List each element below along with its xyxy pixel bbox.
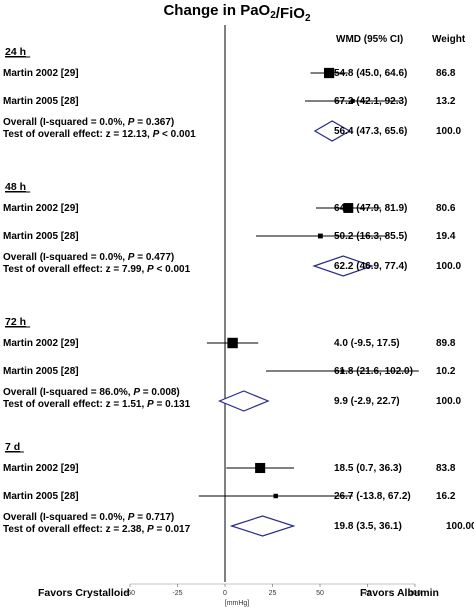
study-label: Martin 2005 [28] (3, 366, 79, 377)
x-tick-label: 100 (409, 590, 421, 597)
study-weight: 16.2 (436, 491, 456, 502)
study-ci-value: 61.8 (21.6, 102.0) (334, 366, 413, 377)
study-ci-value: 67.2 (42.1, 92.3) (334, 96, 407, 107)
overall-diamond (217, 390, 270, 412)
group-label: 48 h (5, 181, 26, 193)
x-axis-label: [mmHg] (225, 600, 250, 607)
overall-label: Overall (I-squared = 0.0%, P = 0.477) (3, 252, 174, 263)
overall-weight: 100.00 (446, 521, 474, 532)
study-marker (273, 493, 278, 499)
overall-label: Overall (I-squared = 86.0%, P = 0.008) (3, 387, 180, 398)
favors-left-label: Favors Crystalloid (38, 587, 130, 599)
study-weight: 89.8 (436, 338, 456, 349)
column-header-weight: Weight (432, 34, 466, 45)
group-label: 72 h (5, 316, 26, 328)
test-overall-effect: Test of overall effect: z = 2.38, P = 0.… (3, 524, 191, 535)
overall-diamond (229, 515, 296, 537)
overall-diamond (313, 120, 351, 142)
study-weight: 13.2 (436, 96, 456, 107)
group-label: 24 h (5, 46, 26, 58)
favors-right-label: Favors Albumin (360, 587, 439, 599)
x-tick-label: -50 (125, 590, 135, 597)
study-weight: 19.4 (436, 231, 456, 242)
study-marker (340, 369, 345, 373)
x-tick-label: -25 (172, 590, 182, 597)
study-ci-value: 64.9 (47.9, 81.9) (334, 203, 407, 214)
study-label: Martin 2002 [29] (3, 203, 79, 214)
overall-ci-value: 9.9 (-2.9, 22.7) (334, 396, 400, 407)
x-tick-label: 0 (223, 590, 227, 597)
overall-ci-value: 62.2 (46.9, 77.4) (334, 261, 407, 272)
study-marker (227, 337, 238, 349)
study-ci-value: 50.2 (16.3, 85.5) (334, 231, 407, 242)
x-tick-label: 25 (269, 590, 277, 597)
column-header-wmd: WMD (95% CI) (336, 34, 403, 45)
study-weight: 80.6 (436, 203, 456, 214)
study-marker (343, 203, 354, 213)
study-marker (255, 462, 266, 474)
overall-label: Overall (I-squared = 0.0%, P = 0.717) (3, 512, 174, 523)
study-marker (350, 99, 355, 103)
study-label: Martin 2002 [29] (3, 463, 79, 474)
study-label: Martin 2005 [28] (3, 96, 79, 107)
overall-diamond (312, 255, 374, 277)
study-label: Martin 2002 [29] (3, 338, 79, 349)
study-label: Martin 2005 [28] (3, 491, 79, 502)
overall-weight: 100.0 (436, 261, 461, 272)
chart-title: Change in PaO2/FiO2 (163, 2, 311, 24)
study-weight: 83.8 (436, 463, 456, 474)
study-ci-value: 54.8 (45.0, 64.6) (334, 68, 407, 79)
test-overall-effect: Test of overall effect: z = 12.13, P < 0… (3, 129, 196, 140)
study-marker (317, 233, 323, 239)
study-weight: 86.8 (436, 68, 456, 79)
x-tick-label: 50 (316, 590, 324, 597)
study-marker (323, 67, 335, 79)
overall-weight: 100.0 (436, 396, 461, 407)
study-ci-value: 26.7 (-13.8, 67.2) (334, 491, 411, 502)
test-overall-effect: Test of overall effect: z = 1.51, P = 0.… (3, 399, 191, 410)
overall-ci-value: 56.4 (47.3, 65.6) (334, 126, 407, 137)
study-label: Martin 2002 [29] (3, 68, 79, 79)
study-weight: 10.2 (436, 366, 456, 377)
group-label: 7 d (5, 441, 20, 453)
test-overall-effect: Test of overall effect: z = 7.99, P < 0.… (3, 264, 191, 275)
study-ci-value: 18.5 (0.7, 36.3) (334, 463, 402, 474)
x-tick-label: 75 (364, 590, 372, 597)
overall-weight: 100.0 (436, 126, 461, 137)
study-ci-value: 4.0 (-9.5, 17.5) (334, 338, 400, 349)
overall-label: Overall (I-squared = 0.0%, P = 0.367) (3, 117, 174, 128)
overall-ci-value: 19.8 (3.5, 36.1) (334, 521, 402, 532)
study-label: Martin 2005 [28] (3, 231, 79, 242)
